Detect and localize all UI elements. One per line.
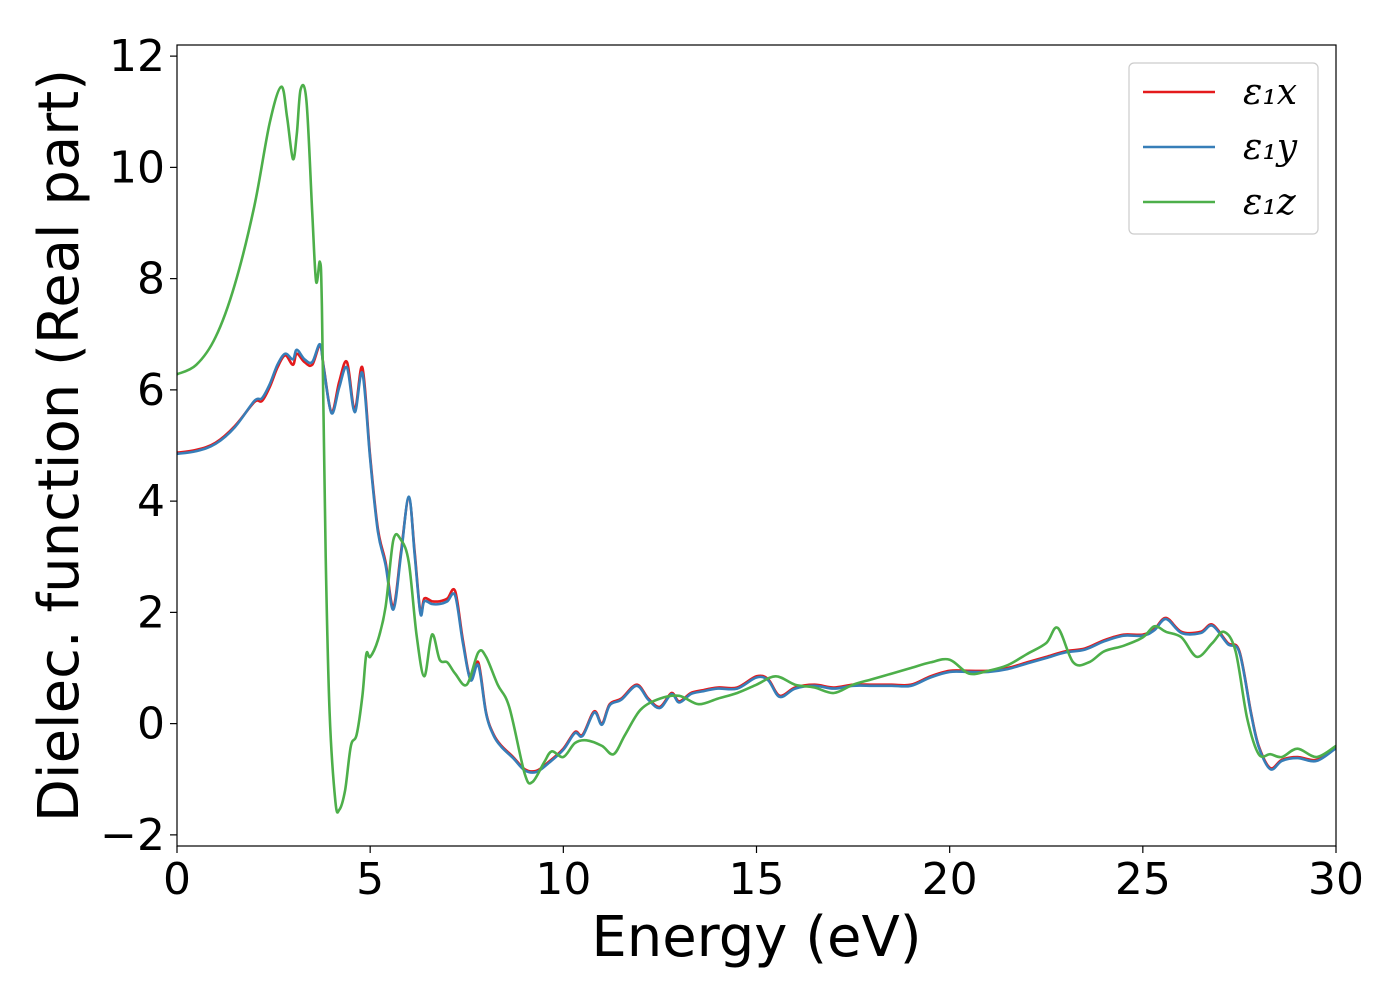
y-axis: −2 0 2 4 6 8 10 12 xyxy=(100,31,177,861)
x-axis-label: Energy (eV) xyxy=(591,905,921,970)
x-tick-label: 25 xyxy=(1115,854,1171,905)
legend-label: ε₁z xyxy=(1243,182,1297,223)
x-tick-label: 15 xyxy=(729,854,785,905)
y-tick-label: 12 xyxy=(109,31,165,82)
series-line-1 xyxy=(177,344,1336,773)
x-tick-label: 10 xyxy=(535,854,591,905)
x-tick-label: 0 xyxy=(163,854,191,905)
x-tick-label: 5 xyxy=(356,854,384,905)
y-tick-label: 2 xyxy=(137,587,165,638)
legend: ε₁x ε₁y ε₁z xyxy=(1128,62,1319,235)
y-tick-label: −2 xyxy=(100,810,165,861)
y-tick-label: 4 xyxy=(137,476,165,527)
legend-label: ε₁x xyxy=(1243,72,1297,113)
x-tick-label: 30 xyxy=(1308,854,1364,905)
legend-label: ε₁y xyxy=(1243,127,1298,168)
y-axis-label: Dielec. function (Real part) xyxy=(27,69,92,822)
y-tick-label: 10 xyxy=(109,142,165,193)
series-line-2 xyxy=(177,342,1336,774)
y-tick-label: 0 xyxy=(137,699,165,750)
legend-box xyxy=(1128,62,1319,235)
plot-lines xyxy=(177,83,1336,814)
series-line-3 xyxy=(177,83,1336,814)
x-axis: 0 5 10 15 20 25 30 xyxy=(163,846,1364,905)
x-tick-label: 20 xyxy=(922,854,978,905)
y-tick-label: 6 xyxy=(137,365,165,416)
y-tick-label: 8 xyxy=(137,254,165,305)
